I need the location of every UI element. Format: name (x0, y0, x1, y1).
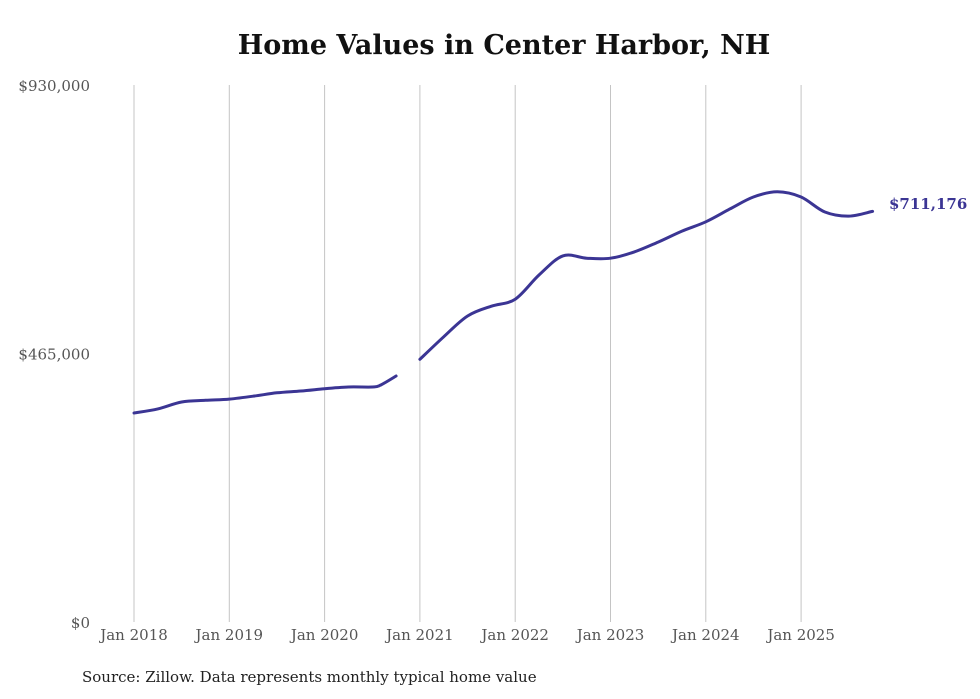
series-line-segment (418, 190, 875, 361)
x-tick-label: Jan 2021 (384, 626, 454, 644)
y-tick-label: $0 (71, 614, 90, 632)
x-tick-label: Jan 2022 (479, 626, 549, 644)
source-note: Source: Zillow. Data represents monthly … (82, 668, 537, 686)
x-tick-label: Jan 2020 (289, 626, 359, 644)
x-tick-label: Jan 2025 (765, 626, 835, 644)
end-value-label: $711,176 (889, 195, 967, 213)
series-line-segment (132, 374, 398, 415)
home-value-line (132, 190, 875, 415)
x-tick-label: Jan 2024 (670, 626, 740, 644)
y-axis-labels: $0 $465,000 $930,000 (18, 77, 90, 632)
vertical-gridlines (133, 85, 802, 622)
y-tick-label: $465,000 (18, 346, 90, 364)
chart-title: Home Values in Center Harbor, NH (237, 30, 771, 61)
x-tick-label: Jan 2018 (98, 626, 168, 644)
x-tick-label: Jan 2023 (575, 626, 645, 644)
x-axis-labels: Jan 2018 Jan 2019 Jan 2020 Jan 2021 Jan 2022… (98, 626, 835, 644)
x-tick-label: Jan 2019 (194, 626, 264, 644)
y-tick-label: $930,000 (18, 77, 90, 95)
